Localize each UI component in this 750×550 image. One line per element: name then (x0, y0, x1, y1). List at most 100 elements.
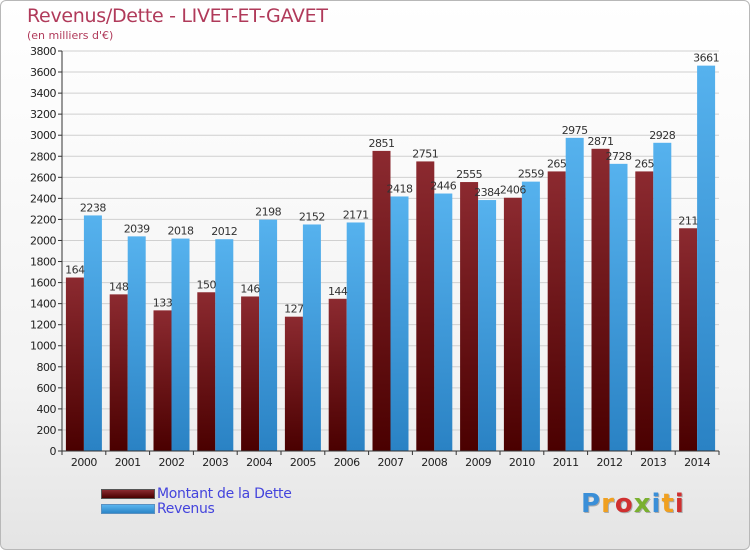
y-tick-label: 1000 (30, 340, 56, 353)
data-label-revenus: 3661 (693, 52, 719, 65)
data-label-revenus: 2446 (430, 180, 456, 193)
data-label-dette: 265 (547, 157, 567, 170)
x-tick-label: 2008 (421, 456, 447, 469)
data-label-dette: 148 (109, 280, 129, 293)
data-label-revenus: 2384 (474, 186, 500, 199)
y-tick-label: 2800 (30, 150, 56, 163)
data-label-revenus: 2198 (255, 206, 281, 219)
y-tick-label: 3800 (30, 45, 56, 58)
data-label-dette: 211 (678, 214, 698, 227)
y-tick-label: 2000 (30, 234, 56, 247)
bar-dette (65, 277, 84, 451)
logo-letter: t (661, 489, 675, 519)
bar-revenus (521, 181, 540, 451)
y-tick-label: 2600 (30, 171, 56, 184)
bars (65, 65, 716, 452)
bar-revenus (302, 224, 321, 451)
bar-revenus (390, 196, 409, 451)
proxiti-logo: Proxiti (581, 489, 685, 519)
bar-dette (679, 228, 698, 451)
y-tick-label: 3400 (30, 87, 56, 100)
data-label-revenus: 2559 (518, 168, 544, 181)
data-label-revenus: 2975 (562, 124, 588, 137)
bar-dette (241, 296, 260, 451)
logo-letter: P (581, 489, 602, 519)
legend-swatch-dette (101, 489, 155, 499)
data-label-revenus: 2171 (343, 208, 369, 221)
bar-revenus (609, 163, 628, 451)
data-label-revenus: 2928 (649, 129, 675, 142)
logo-letter: r (601, 489, 615, 519)
y-tick-label: 1400 (30, 298, 56, 311)
data-label-dette: 146 (240, 282, 260, 295)
y-tick-label: 400 (37, 403, 57, 416)
x-tick-label: 2010 (509, 456, 535, 469)
y-tick-label: 1800 (30, 256, 56, 269)
data-labels: 164 2238 148 2039 133 2018 150 2012 146 2198 127 21… (65, 52, 719, 316)
y-tick-label: 1600 (30, 277, 56, 290)
bar-dette (153, 310, 172, 451)
bar-revenus (259, 219, 278, 451)
data-label-revenus: 2018 (168, 225, 194, 238)
data-label-dette: 2555 (456, 168, 482, 181)
bar-dette (328, 298, 347, 451)
y-tick-label: 600 (37, 382, 57, 395)
data-label-revenus: 2728 (606, 150, 632, 163)
x-tick-label: 2004 (246, 456, 272, 469)
data-label-dette: 2851 (369, 137, 395, 150)
data-label-revenus: 2152 (299, 210, 325, 223)
x-tick-label: 2005 (290, 456, 316, 469)
logo-letter: x (633, 489, 652, 519)
y-tick-label: 3200 (30, 108, 56, 121)
x-tick-label: 2014 (684, 456, 710, 469)
bar-dette (503, 197, 522, 451)
bar-dette (372, 150, 391, 452)
data-label-dette: 144 (328, 285, 348, 298)
y-tick-label: 0 (50, 445, 57, 458)
axes: 0 200 400 600 800 1000 1200 1400 1600 1800 2000 220… (30, 45, 720, 469)
bar-revenus (434, 193, 453, 452)
data-label-dette: 164 (65, 264, 85, 277)
bar-revenus (83, 215, 102, 451)
logo-letter: i (651, 489, 662, 519)
bar-revenus (478, 200, 497, 451)
bar-dette (635, 171, 654, 451)
x-tick-label: 2002 (159, 456, 185, 469)
legend-swatch-revenus (101, 504, 155, 514)
data-label-dette: 2871 (588, 135, 614, 148)
x-tick-label: 2012 (597, 456, 623, 469)
data-label-revenus: 2012 (211, 225, 237, 238)
data-label-dette: 2406 (500, 184, 526, 197)
legend-label-revenus: Revenus (157, 501, 215, 517)
chart-title: Revenus/Dette - LIVET-ET-GAVET (27, 5, 328, 27)
bar-dette (109, 294, 128, 451)
x-tick-label: 2006 (334, 456, 360, 469)
y-tick-label: 3600 (30, 66, 56, 79)
x-tick-label: 2013 (640, 456, 666, 469)
x-tick-label: 2009 (465, 456, 491, 469)
bar-dette (460, 182, 479, 452)
legend-label-dette: Montant de la Dette (157, 486, 292, 502)
data-label-dette: 2751 (412, 147, 438, 160)
x-tick-label: 2011 (553, 456, 579, 469)
x-tick-label: 2001 (115, 456, 141, 469)
x-tick-label: 2007 (378, 456, 404, 469)
y-tick-label: 2400 (30, 192, 56, 205)
bar-revenus (346, 222, 365, 451)
data-label-dette: 127 (284, 303, 304, 316)
y-tick-label: 800 (37, 361, 57, 374)
data-label-dette: 133 (153, 296, 173, 309)
data-label-dette: 150 (197, 278, 217, 291)
data-label-revenus: 2418 (387, 182, 413, 195)
bar-dette (416, 161, 435, 451)
chart-subtitle: (en milliers d'€) (27, 29, 114, 42)
bar-dette (197, 292, 216, 451)
y-tick-label: 2200 (30, 213, 56, 226)
bar-dette (284, 316, 303, 451)
bar-dette (591, 148, 610, 451)
x-tick-label: 2003 (202, 456, 228, 469)
bar-revenus (215, 239, 234, 451)
y-tick-label: 200 (37, 424, 57, 437)
